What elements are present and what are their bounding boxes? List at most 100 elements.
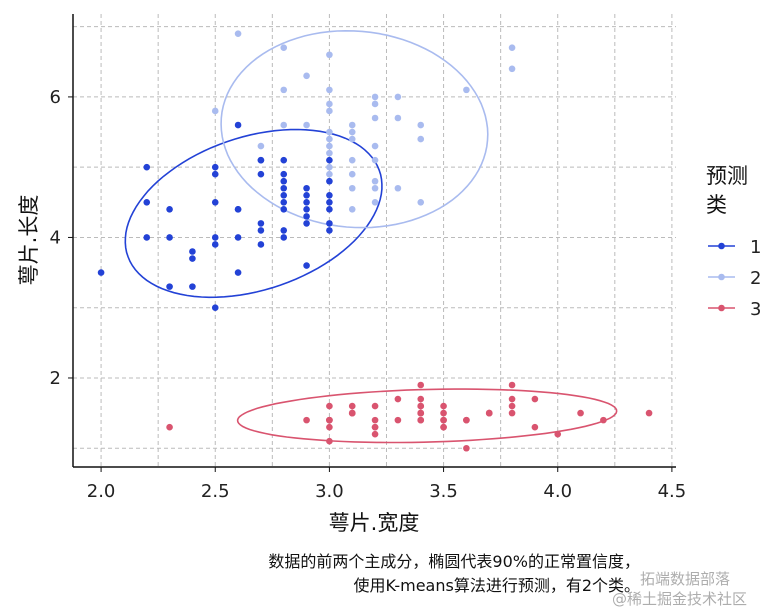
point-cluster-1 — [303, 220, 310, 227]
point-cluster-3 — [303, 416, 310, 424]
point-cluster-2 — [348, 184, 356, 192]
point-cluster-3 — [417, 402, 425, 410]
point-cluster-1 — [303, 206, 310, 213]
point-cluster-1 — [257, 241, 265, 248]
point-cluster-1 — [234, 269, 242, 276]
point-cluster-3 — [371, 423, 379, 431]
point-cluster-2 — [371, 100, 379, 108]
ellipse-cluster-1 — [124, 128, 383, 299]
point-cluster-3 — [531, 395, 539, 403]
point-cluster-2 — [348, 128, 356, 136]
point-cluster-2 — [326, 128, 333, 136]
point-cluster-2 — [348, 135, 356, 143]
x-tick-label: 4.5 — [658, 481, 687, 502]
point-cluster-2 — [257, 142, 265, 150]
point-cluster-1 — [189, 255, 196, 262]
x-tick-label: 4.0 — [543, 481, 572, 502]
point-cluster-1 — [257, 220, 265, 227]
legend-label-3: 3 — [750, 299, 761, 320]
point-cluster-2 — [371, 184, 379, 192]
point-cluster-1 — [166, 206, 173, 213]
point-cluster-2 — [348, 156, 356, 164]
caption-line2: 使用K-means算法进行预测，有2个类。 — [354, 576, 640, 595]
point-cluster-3 — [508, 381, 516, 389]
point-cluster-3 — [645, 409, 653, 417]
y-axis-title: 萼片.长度 — [17, 195, 41, 286]
point-cluster-2 — [326, 107, 333, 115]
point-cluster-1 — [280, 177, 288, 185]
point-cluster-3 — [531, 423, 539, 431]
point-cluster-3 — [348, 402, 356, 410]
ellipse-cluster-2 — [220, 29, 489, 229]
point-cluster-3 — [440, 416, 447, 424]
point-cluster-1 — [280, 199, 288, 206]
point-cluster-2 — [371, 142, 379, 150]
legend-key-point-3 — [718, 304, 725, 312]
point-cluster-1 — [234, 206, 242, 213]
point-cluster-1 — [211, 241, 219, 248]
point-cluster-2 — [234, 30, 242, 37]
ellipse-cluster-3 — [236, 388, 618, 444]
grid — [73, 14, 676, 467]
point-cluster-1 — [234, 121, 242, 129]
y-tick-label: 4 — [50, 227, 61, 248]
point-cluster-1 — [143, 163, 151, 171]
point-cluster-1 — [280, 191, 288, 199]
point-cluster-2 — [371, 93, 379, 101]
point-cluster-3 — [417, 395, 425, 403]
x-tick-label: 3.0 — [315, 481, 344, 502]
point-cluster-2 — [280, 121, 288, 129]
legend-key-point-2 — [718, 273, 725, 281]
point-cluster-3 — [417, 409, 425, 417]
point-cluster-2 — [508, 65, 516, 73]
point-cluster-2 — [326, 149, 333, 157]
point-cluster-1 — [303, 213, 310, 220]
point-cluster-3 — [348, 409, 356, 417]
point-cluster-3 — [394, 395, 402, 403]
confidence-ellipses — [124, 29, 618, 444]
point-cluster-1 — [143, 199, 151, 206]
point-cluster-3 — [326, 423, 333, 431]
point-cluster-1 — [234, 234, 242, 241]
point-cluster-2 — [326, 51, 333, 59]
point-cluster-3 — [166, 423, 173, 431]
point-cluster-3 — [463, 416, 470, 424]
point-cluster-2 — [463, 86, 470, 94]
point-cluster-3 — [394, 416, 402, 424]
point-cluster-2 — [394, 184, 402, 192]
x-tick-label: 2.0 — [87, 481, 116, 502]
point-cluster-1 — [303, 199, 310, 206]
watermark-line2: @稀土掘金技术社区 — [612, 590, 747, 608]
point-cluster-1 — [326, 206, 333, 213]
point-cluster-1 — [143, 234, 151, 241]
point-cluster-2 — [211, 107, 219, 115]
point-cluster-2 — [326, 142, 333, 150]
point-cluster-3 — [463, 444, 470, 452]
ticks: 2.0 2.5 3.0 3.5 4.0 4.5 2 4 6 — [50, 87, 687, 502]
point-cluster-3 — [371, 416, 379, 424]
legend: 预测 类 1 2 3 — [706, 164, 761, 320]
point-cluster-2 — [417, 135, 425, 143]
point-cluster-1 — [211, 199, 219, 206]
point-cluster-3 — [326, 437, 333, 445]
point-cluster-1 — [189, 248, 196, 255]
point-cluster-1 — [211, 163, 219, 171]
point-cluster-1 — [326, 156, 333, 164]
y-tick-label: 6 — [50, 87, 61, 108]
point-cluster-2 — [326, 170, 333, 178]
point-cluster-3 — [600, 416, 607, 424]
point-cluster-2 — [348, 170, 356, 178]
point-cluster-1 — [211, 234, 219, 241]
point-cluster-3 — [417, 381, 425, 389]
point-cluster-1 — [280, 234, 288, 241]
point-cluster-1 — [326, 220, 333, 227]
point-cluster-3 — [371, 402, 379, 410]
point-cluster-1 — [280, 227, 288, 234]
point-cluster-1 — [211, 170, 219, 178]
point-cluster-1 — [326, 227, 333, 234]
point-cluster-1 — [257, 156, 265, 164]
point-cluster-1 — [166, 234, 173, 241]
point-cluster-2 — [326, 163, 333, 171]
caption-line1: 数据的前两个主成分，椭圆代表90%的正常置信度， — [268, 552, 640, 571]
